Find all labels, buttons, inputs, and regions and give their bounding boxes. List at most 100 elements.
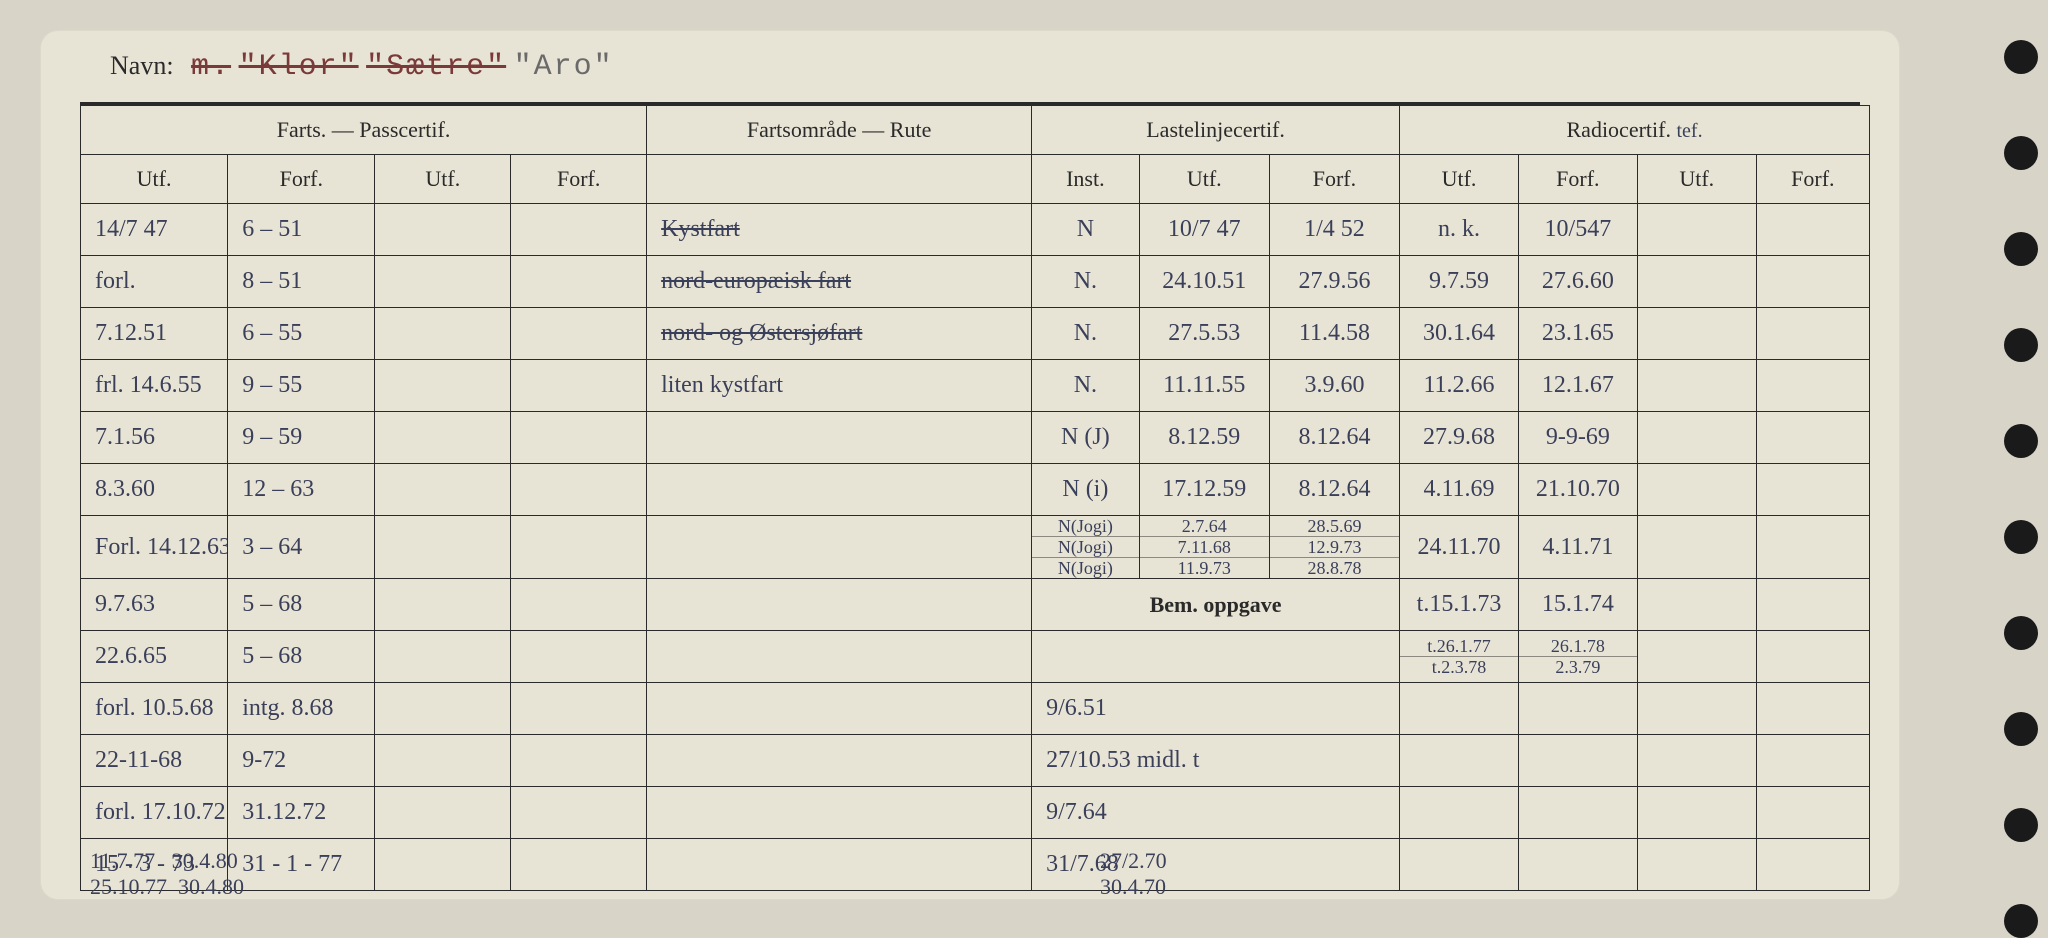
rute-header: Fartsområde — Rute — [647, 106, 1032, 155]
cell — [1637, 735, 1756, 787]
cell — [1756, 256, 1869, 308]
cell: forl. 17.10.72 — [81, 787, 228, 839]
cell: 7.12.51 — [81, 308, 228, 360]
cell — [1518, 735, 1637, 787]
rute-cell: nord- og Østersjøfart — [647, 308, 1032, 360]
hole-icon — [2004, 904, 2038, 938]
rute-cell: Kystfart — [647, 204, 1032, 256]
cell: 5 – 68 — [228, 631, 375, 683]
cell — [1400, 683, 1519, 735]
hole-icon — [2004, 808, 2038, 842]
title-name1: "Klor" — [239, 50, 359, 84]
cell — [375, 516, 511, 579]
cell — [1637, 360, 1756, 412]
cell — [1756, 787, 1869, 839]
cell — [1756, 464, 1869, 516]
cell: 8 – 51 — [228, 256, 375, 308]
col-lforf: Forf. — [1269, 155, 1399, 204]
table-row: 7.1.569 – 59N (J)8.12.598.12.6427.9.689-… — [81, 412, 1870, 464]
cell — [1400, 787, 1519, 839]
bem-cell: 9/7.64 — [1032, 787, 1400, 839]
ov-forf-1: 30.4.80 — [178, 874, 244, 899]
cell — [1756, 735, 1869, 787]
rute-cell — [647, 787, 1032, 839]
col-rutf1: Utf. — [1400, 155, 1519, 204]
cell: forl. 10.5.68 — [81, 683, 228, 735]
navn-label: Navn: — [110, 51, 174, 80]
sub-header-row: Utf. Forf. Utf. Forf. Inst. Utf. Forf. U… — [81, 155, 1870, 204]
col-inst: Inst. — [1032, 155, 1140, 204]
cell: 24.10.51 — [1139, 256, 1269, 308]
multi-cell: 26.1.782.3.79 — [1518, 631, 1637, 683]
cell — [1637, 204, 1756, 256]
group-header-row: Farts. — Passcertif. Fartsområde — Rute … — [81, 106, 1870, 155]
cell — [375, 360, 511, 412]
cell — [511, 464, 647, 516]
rute-cell — [647, 464, 1032, 516]
cell — [511, 516, 647, 579]
cell — [511, 839, 647, 891]
cell — [1400, 735, 1519, 787]
cell: 21.10.70 — [1518, 464, 1637, 516]
ov-utf-1: 25.10.77 — [90, 874, 167, 899]
rute-cell — [647, 839, 1032, 891]
cell — [511, 256, 647, 308]
cell: N (J) — [1032, 412, 1140, 464]
cell: 9.7.63 — [81, 579, 228, 631]
bem-cell — [1032, 631, 1400, 683]
cell — [511, 683, 647, 735]
rute-cell — [647, 631, 1032, 683]
rute-cell — [647, 516, 1032, 579]
col-rforf1: Forf. — [1518, 155, 1637, 204]
bem-cell: 31/7.68 — [1032, 839, 1400, 891]
table-row: forl.8 – 51nord-europæisk fartN.24.10.51… — [81, 256, 1870, 308]
cell: 31.12.72 — [228, 787, 375, 839]
table-row: forl. 10.5.68intg. 8.689/6.51 — [81, 683, 1870, 735]
table-row: frl. 14.6.559 – 55liten kystfartN.11.11.… — [81, 360, 1870, 412]
cell — [1756, 308, 1869, 360]
cell: N (i) — [1032, 464, 1140, 516]
bem-header-cell: Bem. oppgave — [1032, 579, 1400, 631]
cell — [511, 204, 647, 256]
cell: 15.1.74 — [1518, 579, 1637, 631]
cell — [1756, 516, 1869, 579]
multi-cell: 28.5.6912.9.7328.8.78 — [1269, 516, 1399, 579]
cell — [1756, 631, 1869, 683]
hole-icon — [2004, 424, 2038, 458]
cell — [375, 308, 511, 360]
table-row: forl. 17.10.7231.12.72 9/7.64 — [81, 787, 1870, 839]
radio-annot: tef. — [1676, 120, 1702, 142]
cell — [1637, 683, 1756, 735]
ov-utf-0: 11.7.77 — [90, 848, 155, 873]
cell: 9 – 59 — [228, 412, 375, 464]
cell: 27.6.60 — [1518, 256, 1637, 308]
table-row: 9.7.635 – 68Bem. oppgavet.15.1.7315.1.74 — [81, 579, 1870, 631]
cell — [511, 631, 647, 683]
hole-icon — [2004, 40, 2038, 74]
cell: 10/547 — [1518, 204, 1637, 256]
col-rutf2: Utf. — [1637, 155, 1756, 204]
cell: 22.6.65 — [81, 631, 228, 683]
cell: 12.1.67 — [1518, 360, 1637, 412]
cell — [1637, 839, 1756, 891]
overflow-bem: 27/2.70 30.4.70 — [1100, 848, 1167, 900]
rute-cell — [647, 579, 1032, 631]
cell — [1756, 204, 1869, 256]
cell: 9 – 55 — [228, 360, 375, 412]
multi-cell: 2.7.647.11.6811.9.73 — [1139, 516, 1269, 579]
table-row: Forl. 14.12.633 – 64N(Jogi)N(Jogi)N(Jogi… — [81, 516, 1870, 579]
cell — [375, 579, 511, 631]
cell: N — [1032, 204, 1140, 256]
cell: 30.1.64 — [1400, 308, 1519, 360]
laste-header: Lastelinjecertif. — [1032, 106, 1400, 155]
cell: 11.2.66 — [1400, 360, 1519, 412]
cell — [511, 787, 647, 839]
rute-cell: liten kystfart — [647, 360, 1032, 412]
farts-header: Farts. — Passcertif. — [81, 106, 647, 155]
cell: 23.1.65 — [1518, 308, 1637, 360]
table-row: 22-11-689-7227/10.53 midl. t — [81, 735, 1870, 787]
title-name2: "Sætre" — [366, 50, 506, 84]
cell: 9-72 — [228, 735, 375, 787]
cell — [375, 735, 511, 787]
cell — [511, 360, 647, 412]
